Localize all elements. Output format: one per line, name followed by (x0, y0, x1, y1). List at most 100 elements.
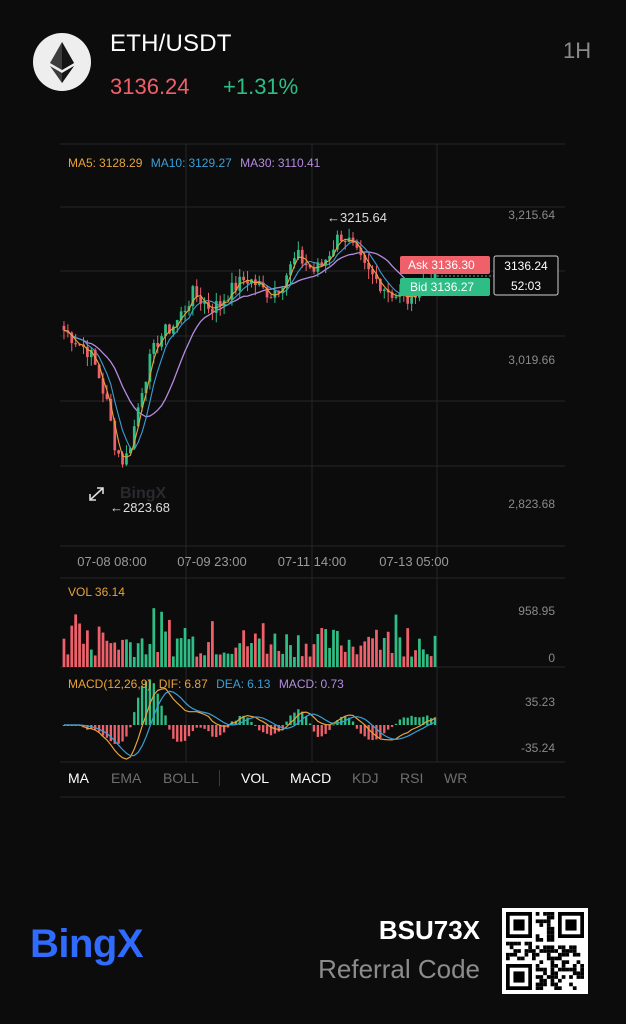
volume-bar (406, 628, 410, 667)
candle-body (121, 453, 124, 465)
candle-body (203, 301, 206, 304)
macd-bar (137, 697, 140, 725)
volume-bar (78, 623, 81, 667)
ma5-label: MA5: (68, 156, 96, 170)
ma10-line (63, 240, 436, 451)
qr-module (509, 941, 514, 946)
candle-body (339, 234, 343, 241)
timeframe-selector[interactable]: 1H (563, 38, 592, 63)
qr-module (543, 971, 547, 976)
tab-macd[interactable]: MACD (290, 770, 332, 786)
macd-bar (406, 717, 409, 725)
volume-bar (214, 654, 218, 667)
tab-ema[interactable]: EMA (111, 770, 142, 786)
qr-module (532, 956, 536, 961)
tab-wr[interactable]: WR (444, 770, 468, 786)
candle-body (195, 286, 199, 297)
qr-module (554, 982, 558, 987)
macd-bar (125, 725, 128, 737)
tab-vol[interactable]: VOL (241, 770, 270, 786)
qr-module (550, 926, 555, 931)
macd-bar (320, 725, 323, 737)
macd-bar (121, 725, 124, 742)
kline-chart[interactable]: BingX MA5: 3128.29 MA10: 3129.27 MA30: 3110… (0, 140, 626, 810)
volume-bar (281, 653, 285, 667)
qr-module (572, 949, 577, 953)
candle-body (125, 453, 128, 465)
volume-bar (390, 652, 394, 667)
qr-module (535, 986, 540, 990)
y-tick-mid: 3,019.66 (508, 353, 555, 367)
qr-module (535, 934, 540, 938)
candle-body (109, 398, 113, 421)
fullscreen-icon[interactable] (89, 487, 104, 501)
qr-module (550, 912, 555, 916)
macd-bar (281, 725, 284, 729)
dea-label: DEA: (216, 677, 244, 691)
candle-body (156, 342, 160, 347)
tabs-divider (219, 770, 220, 786)
macd-label: MACD: (279, 677, 318, 691)
volume-bar (230, 653, 234, 667)
qr-module (558, 978, 562, 983)
macd-bar (422, 716, 425, 725)
macd-bar (199, 725, 202, 728)
dif-value: 6.87 (184, 677, 208, 691)
macd-bar (269, 725, 273, 736)
macd-bar (340, 716, 343, 725)
qr-module (528, 945, 532, 950)
volume-bar (410, 656, 413, 667)
qr-module (546, 919, 551, 924)
volume-bar (97, 626, 101, 667)
qr-module (524, 949, 529, 953)
macd-bar (277, 725, 280, 732)
volume-bar (285, 634, 288, 667)
macd-bar (258, 725, 261, 731)
qr-finder (513, 919, 525, 931)
qr-module (535, 938, 540, 942)
qr-module (550, 978, 555, 983)
qr-module (550, 930, 555, 935)
volume-bar (171, 656, 175, 667)
tab-boll[interactable]: BOLL (163, 770, 199, 786)
ma5-line (63, 238, 436, 458)
macd-bar (215, 725, 218, 738)
qr-module (565, 952, 570, 957)
macd-title: MACD(12,26,9) (68, 677, 151, 691)
chart-watermark: BingX (120, 485, 167, 502)
volume-bar (164, 631, 167, 667)
volume-bar (156, 651, 160, 667)
qr-module (535, 945, 540, 950)
tab-ma[interactable]: MA (68, 770, 89, 786)
qr-module (572, 952, 577, 957)
referral-code-label: Referral Code (318, 954, 480, 984)
qr-module (554, 986, 558, 990)
volume-bar (82, 643, 85, 667)
candle-body (296, 249, 300, 259)
candle-body (328, 255, 331, 260)
qr-module (558, 986, 562, 990)
macd-bar (222, 725, 226, 733)
qr-module (513, 952, 518, 957)
volume-bar (269, 644, 273, 667)
volume-bar (246, 646, 249, 667)
qr-module (561, 949, 566, 953)
qr-module (554, 964, 558, 968)
volume-bar (101, 632, 105, 667)
macd-bar (383, 725, 386, 734)
candle-body (355, 242, 359, 248)
tab-rsi[interactable]: RSI (400, 770, 424, 786)
candle-body (230, 282, 234, 300)
qr-module (565, 967, 570, 972)
qr-code (502, 908, 588, 994)
macd-bar (308, 723, 312, 725)
qr-module (569, 975, 573, 979)
macd-bar (301, 711, 304, 725)
volume-bar (199, 653, 203, 667)
volume-bar (378, 649, 382, 667)
tab-kdj[interactable]: KDJ (352, 770, 379, 786)
low-marker: ←2823.68 (110, 500, 170, 515)
candle-body (265, 287, 269, 298)
qr-module (580, 975, 584, 979)
pair-title[interactable]: ETH/USDT (110, 30, 232, 57)
